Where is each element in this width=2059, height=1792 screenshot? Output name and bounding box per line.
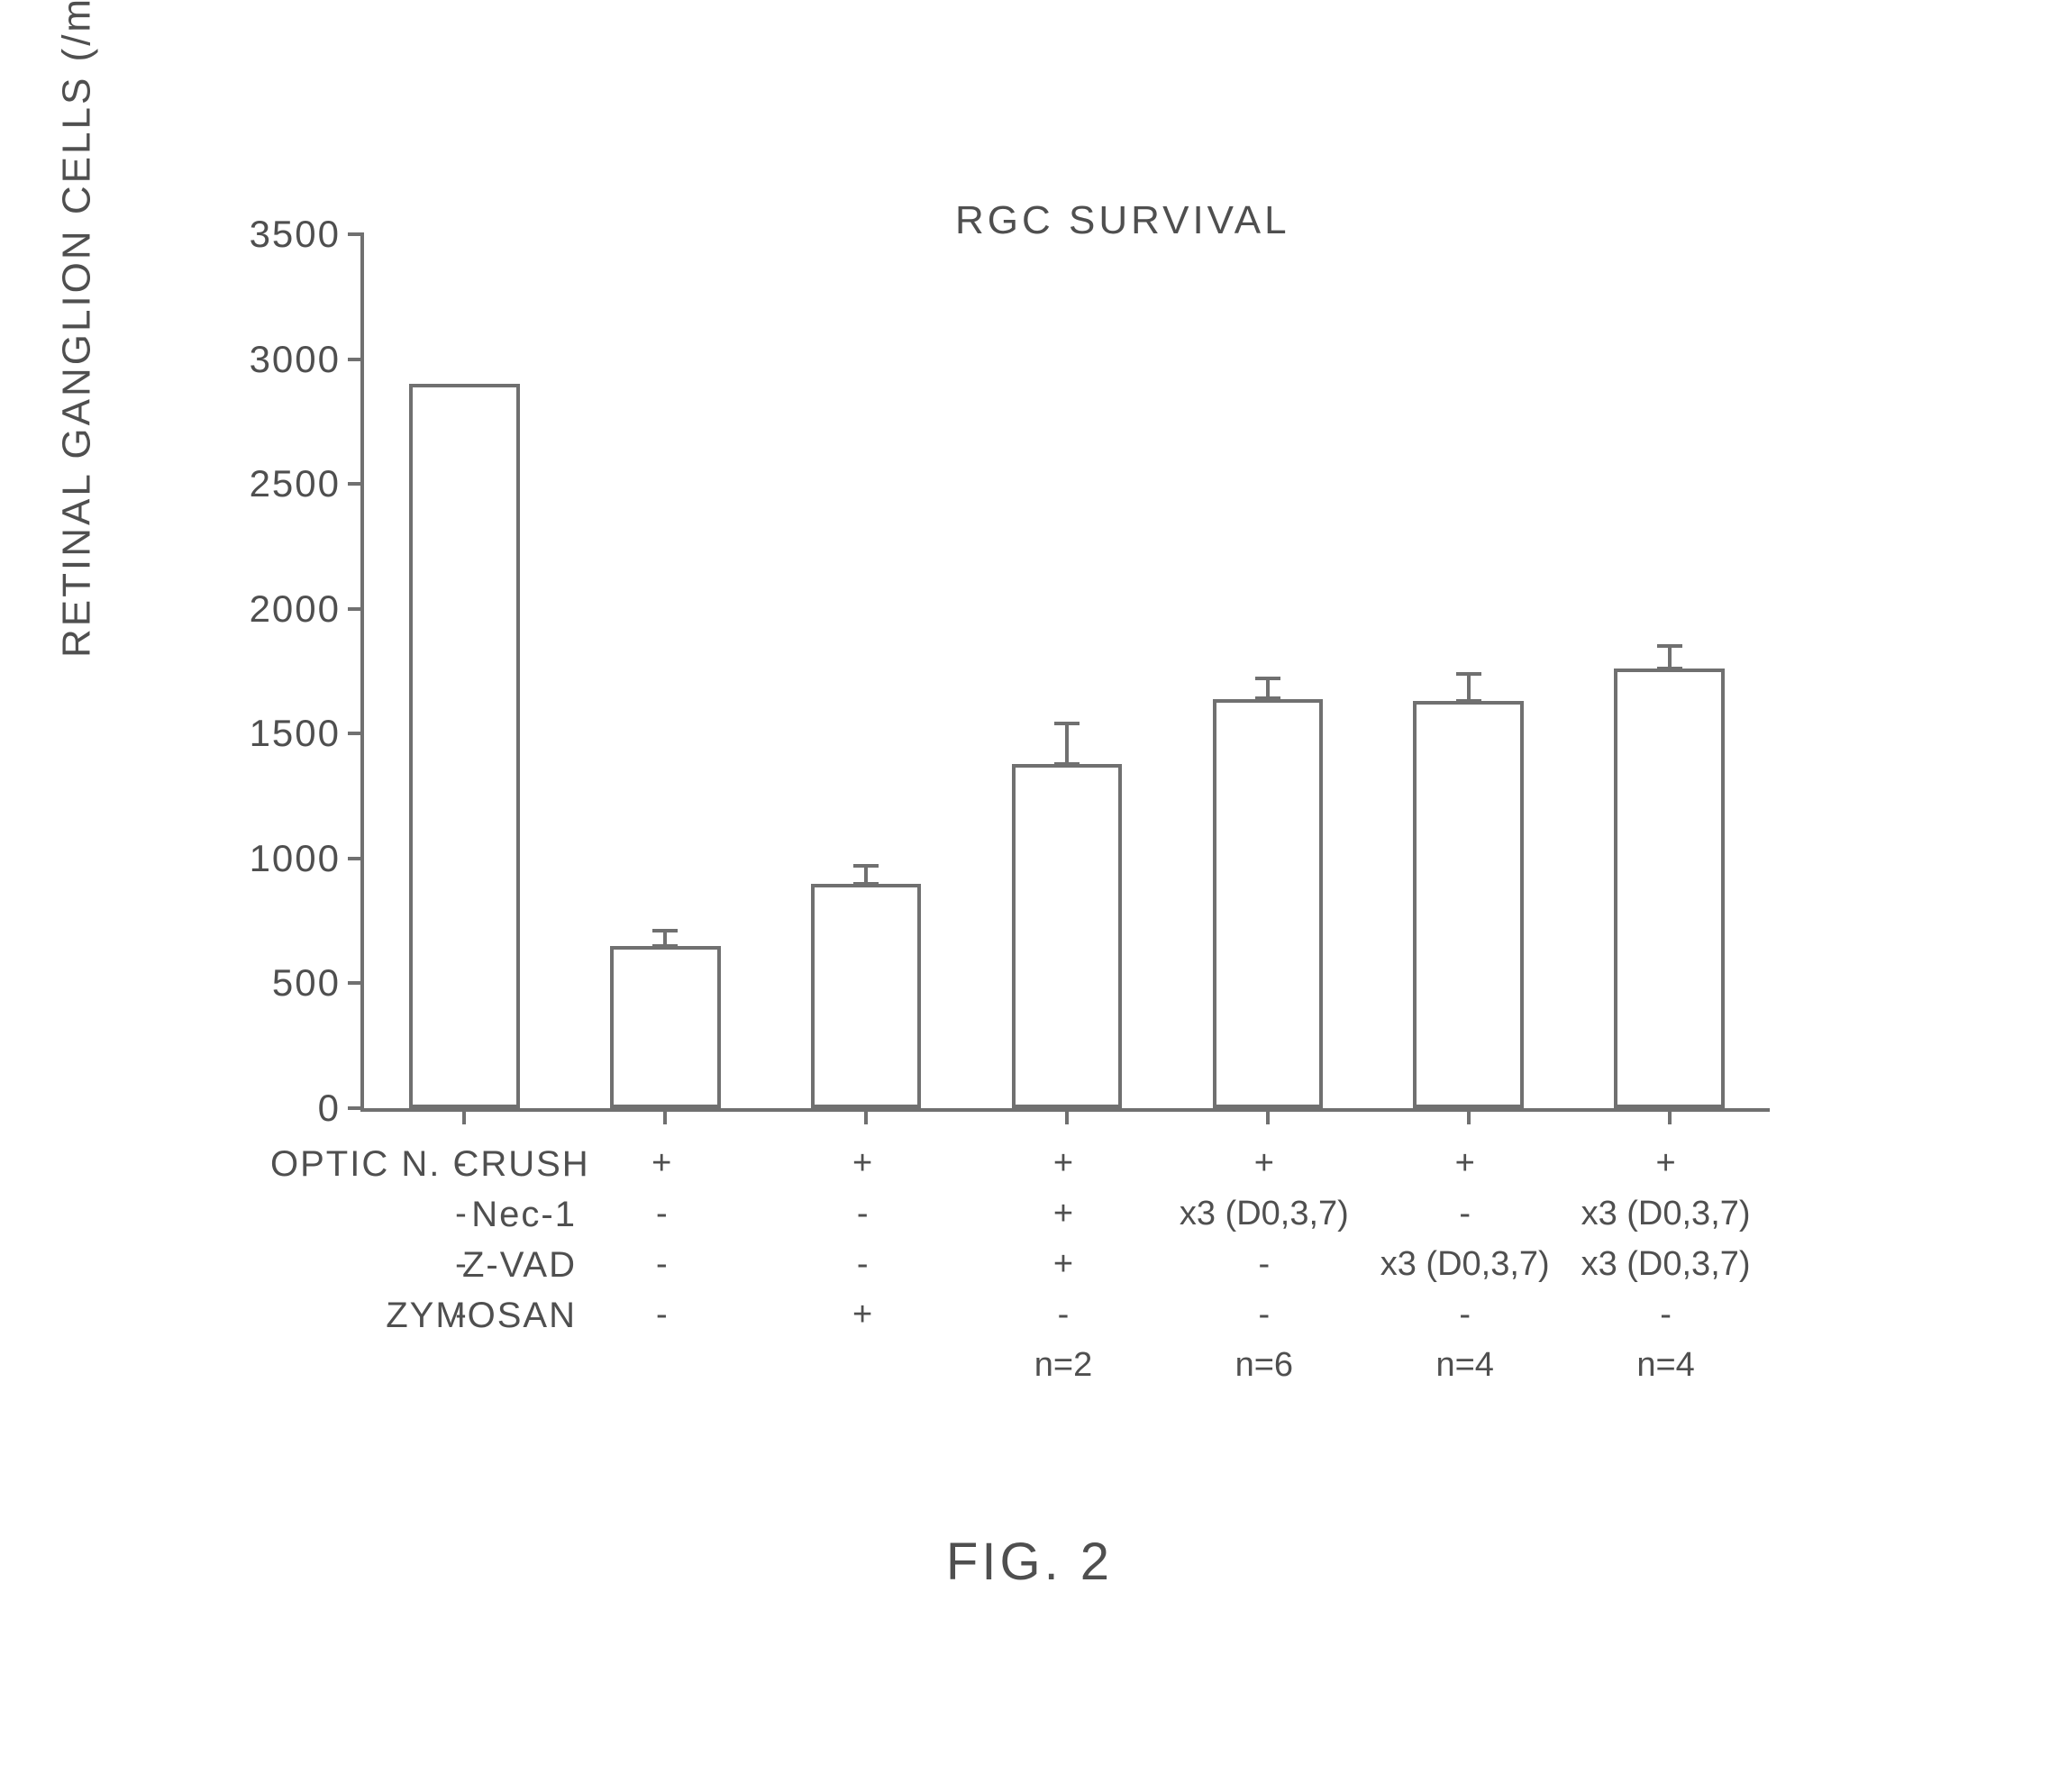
x-tick bbox=[1065, 1108, 1069, 1124]
error-cap bbox=[1255, 677, 1280, 680]
y-tick bbox=[348, 1106, 364, 1110]
error-base bbox=[652, 944, 678, 948]
error-cap bbox=[853, 864, 879, 868]
condition-cell: + bbox=[651, 1144, 671, 1183]
y-tick-label: 2500 bbox=[250, 462, 341, 505]
bar bbox=[1012, 764, 1123, 1108]
y-tick bbox=[348, 857, 364, 860]
condition-cell: - bbox=[656, 1296, 668, 1334]
bar bbox=[409, 384, 520, 1108]
x-tick bbox=[1668, 1108, 1672, 1124]
condition-cell: n=4 bbox=[1435, 1346, 1493, 1385]
condition-cell: - bbox=[656, 1195, 668, 1233]
condition-cell: n=4 bbox=[1636, 1346, 1694, 1385]
condition-cell: - bbox=[1660, 1296, 1672, 1334]
error-cap bbox=[1456, 672, 1481, 676]
condition-cell: + bbox=[1655, 1144, 1675, 1183]
condition-cell: + bbox=[1053, 1195, 1073, 1233]
y-tick-label: 0 bbox=[318, 1087, 341, 1130]
page: RGC SURVIVAL RETINAL GANGLION CELLS (/mm… bbox=[0, 0, 2059, 1792]
y-tick bbox=[348, 482, 364, 486]
condition-cell: - bbox=[857, 1195, 869, 1233]
condition-cell: - bbox=[1259, 1245, 1271, 1284]
error-cap bbox=[1657, 644, 1682, 648]
plot-region: 0500100015002000250030003500 bbox=[360, 234, 1770, 1112]
bar bbox=[811, 884, 922, 1108]
x-tick bbox=[864, 1108, 868, 1124]
condition-cell: - bbox=[1459, 1195, 1471, 1233]
condition-cell: - bbox=[656, 1245, 668, 1284]
condition-cell: x3 (D0,3,7) bbox=[1581, 1195, 1751, 1233]
condition-cell: - bbox=[1459, 1296, 1471, 1334]
y-tick-label: 3000 bbox=[250, 338, 341, 381]
y-tick-label: 1000 bbox=[250, 837, 341, 880]
error-bar bbox=[1467, 674, 1471, 701]
condition-row-label: Z-VAD bbox=[270, 1245, 577, 1286]
error-cap bbox=[652, 929, 678, 932]
condition-cell: - bbox=[857, 1245, 869, 1284]
error-base bbox=[1255, 696, 1280, 700]
condition-cell: - bbox=[455, 1245, 467, 1284]
condition-cell: + bbox=[1455, 1144, 1475, 1183]
bar bbox=[1614, 669, 1725, 1108]
x-tick bbox=[462, 1108, 466, 1124]
y-tick bbox=[348, 232, 364, 236]
error-bar bbox=[1065, 723, 1069, 763]
condition-cell: x3 (D0,3,7) bbox=[1581, 1245, 1751, 1284]
error-bar bbox=[1668, 646, 1672, 669]
y-axis-label: RETINAL GANGLION CELLS (/mm2) bbox=[54, 0, 100, 658]
condition-cell: - bbox=[1058, 1296, 1070, 1334]
condition-row-label: OPTIC N. CRUSH bbox=[270, 1144, 577, 1185]
chart-area: RGC SURVIVAL RETINAL GANGLION CELLS (/mm… bbox=[234, 207, 1820, 1333]
y-tick bbox=[348, 607, 364, 611]
condition-cell: x3 (D0,3,7) bbox=[1380, 1245, 1550, 1284]
error-base bbox=[1456, 699, 1481, 703]
condition-cell: + bbox=[852, 1144, 872, 1183]
bar bbox=[1413, 701, 1524, 1108]
bar bbox=[610, 946, 721, 1108]
bar bbox=[1213, 699, 1324, 1109]
error-cap bbox=[1054, 722, 1080, 725]
condition-row-label: Nec-1 bbox=[270, 1195, 577, 1235]
condition-cell: + bbox=[1254, 1144, 1274, 1183]
condition-cell: - bbox=[1259, 1296, 1271, 1334]
condition-cell: + bbox=[1053, 1245, 1073, 1284]
y-tick bbox=[348, 981, 364, 985]
condition-cell: x3 (D0,3,7) bbox=[1180, 1195, 1349, 1233]
condition-cell: + bbox=[852, 1296, 872, 1334]
error-base bbox=[1657, 667, 1682, 670]
error-base bbox=[853, 882, 879, 886]
condition-cell: - bbox=[455, 1195, 467, 1233]
figure-label: FIG. 2 bbox=[946, 1532, 1113, 1592]
y-tick-label: 1500 bbox=[250, 712, 341, 755]
y-tick-label: 3500 bbox=[250, 213, 341, 256]
condition-cell: - bbox=[455, 1296, 467, 1334]
error-bar bbox=[1266, 678, 1270, 698]
condition-cell: - bbox=[455, 1144, 467, 1183]
x-tick bbox=[663, 1108, 667, 1124]
condition-cell: n=2 bbox=[1034, 1346, 1092, 1385]
y-tick bbox=[348, 358, 364, 361]
x-tick bbox=[1467, 1108, 1471, 1124]
x-tick bbox=[1266, 1108, 1270, 1124]
condition-cell: + bbox=[1053, 1144, 1073, 1183]
y-tick-label: 2000 bbox=[250, 587, 341, 631]
y-tick bbox=[348, 732, 364, 735]
condition-cell: n=6 bbox=[1235, 1346, 1293, 1385]
condition-row-label: ZYMOSAN bbox=[270, 1296, 577, 1336]
error-base bbox=[1054, 762, 1080, 766]
y-tick-label: 500 bbox=[272, 961, 341, 1005]
